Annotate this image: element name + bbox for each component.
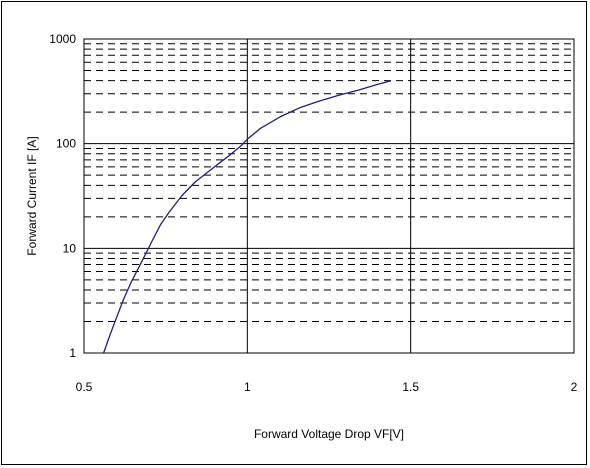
series-line [102, 80, 392, 354]
series-layer [102, 80, 392, 354]
x-axis-label: Forward Voltage Drop VF[V] [254, 427, 404, 441]
y-tick-label: 10 [63, 241, 77, 255]
y-tick-label: 100 [56, 137, 76, 151]
plot-area-border [83, 38, 575, 354]
y-tick-label: 1 [69, 346, 76, 360]
x-tick-label: 0.5 [76, 380, 93, 394]
y-axis-label: Forward Current IF [A] [25, 136, 39, 255]
minor-gridlines [84, 43, 574, 322]
x-axis-tick-labels: 0.5 1 1.5 2 [76, 380, 578, 394]
y-tick-label: 1000 [49, 32, 76, 46]
x-tick-label: 1 [244, 380, 251, 394]
major-gridlines [83, 38, 575, 354]
x-tick-label: 1.5 [402, 380, 419, 394]
x-tick-label: 2 [571, 380, 578, 394]
y-axis-tick-labels: 1 10 100 1000 [49, 32, 76, 360]
